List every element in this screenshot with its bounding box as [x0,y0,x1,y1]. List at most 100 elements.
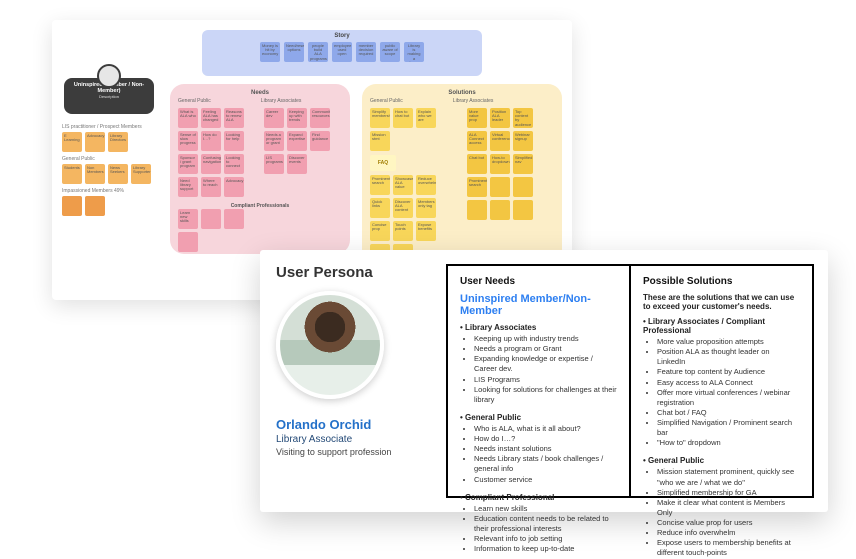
sticky-note [513,177,533,197]
persona-name: Orlando Orchid [276,417,434,432]
list-item: LIS Programs [474,375,617,385]
sticky-note: Library Supporter [131,164,151,184]
list-item: Relevant info to job setting [474,534,617,544]
sticky-note: Discover ALA content [393,198,413,218]
sticky-note: Webinar signup [513,131,533,151]
sticky-note: Feeling ALA has changed [201,108,221,128]
persona-avatar [276,291,384,399]
persona-chip: Uninspired (Member / Non-Member) Descrip… [64,78,154,114]
sticky-note: Mission stmt [370,131,390,151]
needs-label: Needs [178,90,342,96]
list-item: Make it clear what content is Members On… [657,498,800,518]
sticky-note [490,177,510,197]
group-list: Mission statement prominent, quickly see… [643,467,800,558]
list-item: Who is ALA, what is it all about? [474,424,617,434]
group-list: Learn new skillsEducation content needs … [460,504,617,555]
sticky-note: Money is hit by economy [260,42,280,62]
list-item: Needs Library stats / book challenges / … [474,454,617,474]
sticky-note: Looking to connect [224,154,244,174]
list-item: "How to" dropdown [657,438,800,448]
sticky-note: Prominent search [467,177,487,197]
sticky-note: Confusing navigation [201,154,221,174]
list-item: Information to keep up-to-date [474,544,617,554]
sticky-note: How do I…? [201,131,221,151]
sticky-note: Need/research options [284,42,304,62]
sticky-note: Chat bot [467,154,487,174]
user-needs-subtitle: Uninspired Member/Non-Member [460,293,617,317]
sticky-note: Advocacy [85,132,105,152]
sticky-note: How-to dropdown [490,154,510,174]
sticky-note: Learn new skills [178,209,198,229]
user-needs-column: User Needs Uninspired Member/Non-Member … [448,266,629,496]
sticky-note: people build ALA programs [308,42,328,62]
sticky-note [490,200,510,220]
list-item: Learn new skills [474,504,617,514]
sticky-note: Expose benefits [416,221,436,241]
solutions-panel: Solutions General Public Library Associa… [362,84,562,274]
sticky-note [62,196,82,216]
sticky-note: Students [62,164,82,184]
sticky-note [178,232,198,252]
group-list: Keeping up with industry trendsNeeds a p… [460,334,617,405]
group-list: Who is ALA, what is it all about?How do … [460,424,617,485]
sticky-note: Community resources [310,108,330,128]
sticky-note [201,209,221,229]
list-item: Customer service [474,475,617,485]
sticky-note: Library is making a change [404,42,424,62]
sticky-note [513,200,533,220]
legend-impassioned-label: Impassioned Members 49% [62,188,162,194]
persona-role: Library Associate [276,434,434,445]
list-item: More value proposition attempts [657,337,800,347]
list-item: Simplified Navigation / Prominent search… [657,418,800,438]
sticky-note: Career dev [264,108,284,128]
sticky-note: More value prop [467,108,487,128]
sticky-note [85,196,105,216]
needs-sub-right: Library Associates [261,98,302,104]
sticky-note: Concise prop [370,221,390,241]
list-item: Expose users to membership benefits at d… [657,538,800,558]
list-item: Chat bot / FAQ [657,408,800,418]
sticky-note: Discover events [287,154,307,174]
sticky-note [224,209,244,229]
list-item: Simplified membership for GA [657,488,800,498]
sticky-note: How to chat bot [393,108,413,128]
group-label: • General Public [460,413,617,422]
list-item: Needs instant solutions [474,444,617,454]
list-item: Position ALA as thought leader on Linked… [657,347,800,367]
needs-panel: Needs General Public Library Associates … [170,84,350,254]
group-label: • Compliant Professional [460,493,617,502]
sticky-note: Position ALA leader [490,108,510,128]
legend: LIS practitioner / Prospect Members E Le… [62,120,162,216]
sticky-note: Touch points [393,221,413,241]
needs-sub-left: General Public [178,98,211,104]
list-item: Reduce info overwhelm [657,528,800,538]
sticky-note: Prominent search [370,175,390,195]
sticky-note: Reasons to renew ALA [224,108,244,128]
sticky-note: member decision required [356,42,376,62]
persona-chip-title: Uninspired (Member / Non-Member) [68,82,150,94]
list-item: How do I…? [474,434,617,444]
solutions-sub-right: Library Associates [453,98,494,104]
sticky-note: Simplified nav [513,154,533,174]
story-band: Story Money is hit by economyNeed/resear… [202,30,482,76]
list-item: Needs a program or Grant [474,344,617,354]
sticky-note: Sense of slow progress [178,131,198,151]
legend-public-label: General Public [62,156,162,162]
possible-solutions-title: Possible Solutions [643,276,800,287]
sticky-note: Non Members [85,164,105,184]
sticky-note: Members only tag [416,198,436,218]
group-label: • General Public [643,456,800,465]
sticky-note: Quick links [370,198,390,218]
sticky-note: What is ALA who [178,108,198,128]
sticky-note: Top content by audience [513,108,533,128]
list-item: Mission statement prominent, quickly see… [657,467,800,487]
sticky-note: Reduce overwhelm [416,175,436,195]
persona-goal: Visiting to support profession [276,447,434,457]
faq-chip: FAQ [370,155,396,171]
story-row: Money is hit by economyNeed/research opt… [208,42,476,62]
sticky-note: Advocacy [224,177,244,197]
list-item: Offer more virtual conferences / webinar… [657,388,800,408]
sticky-note: Simplify membership [370,108,390,128]
story-label: Story [208,33,476,39]
sticky-note: Explain who we are [416,108,436,128]
